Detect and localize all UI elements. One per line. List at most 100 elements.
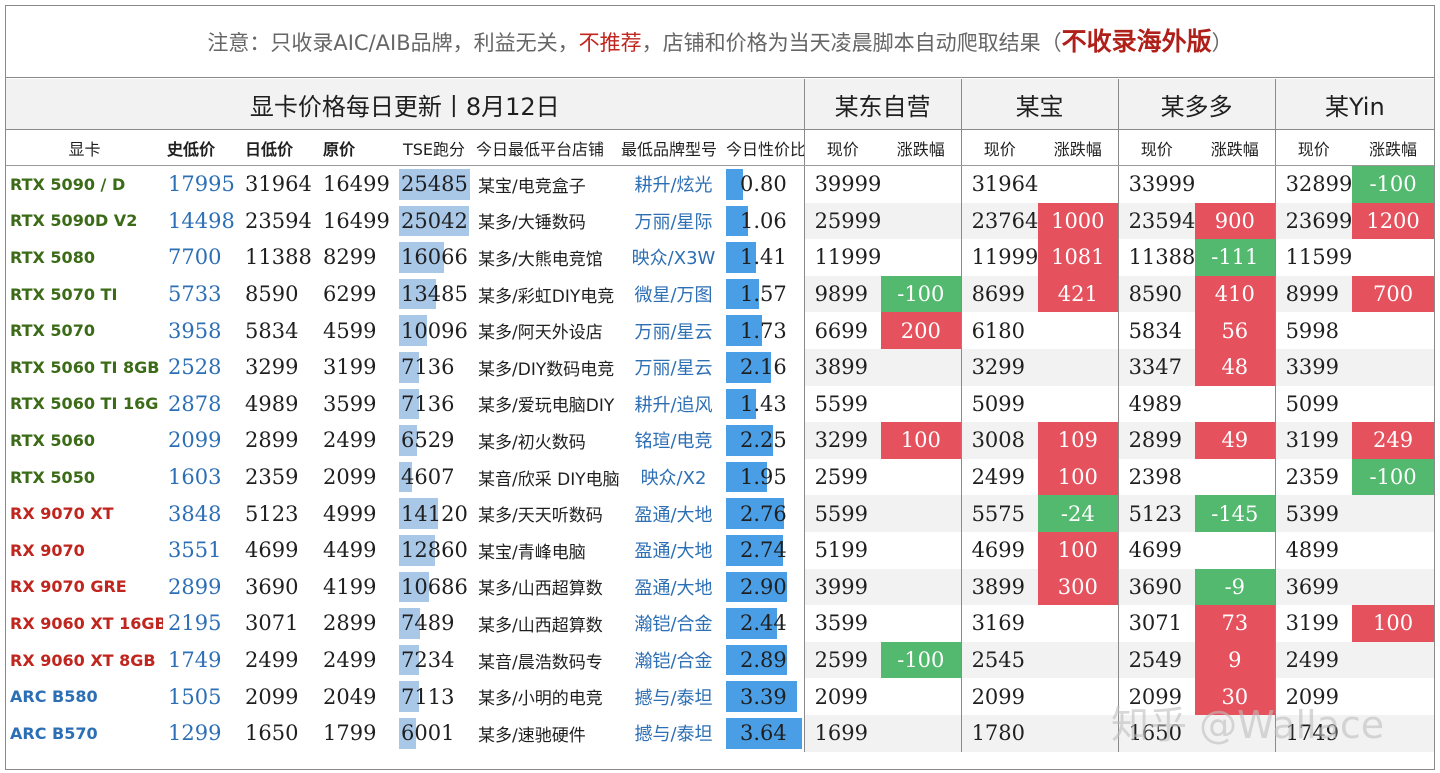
douyin-change: 700 [1352, 275, 1435, 313]
pdd-change: 49 [1195, 422, 1276, 459]
taobao-price: 6180 [960, 312, 1039, 349]
taobao-change [1038, 348, 1119, 386]
douyin-change: 249 [1352, 422, 1435, 459]
tse-score-cell: 6001 [399, 715, 474, 752]
douyin-change [1352, 532, 1434, 569]
col-tb-change: 涨跌幅 [1038, 129, 1119, 166]
sheet-title: 显卡价格每日更新丨8月12日 [6, 79, 805, 130]
jd-price: 25999 [803, 202, 882, 240]
table-row: RTX 5060 TI 8GB 2528 3299 3199 7136 某多/DIY数码电… [6, 348, 1435, 386]
original-price: 2499 [323, 428, 377, 453]
original-price: 4999 [323, 501, 377, 526]
day-low-price: 31964 [245, 172, 312, 197]
table-row: RTX 5050 1603 2359 2099 4607 某音/欣采 DIY电脑 映众/X2… [6, 458, 1435, 496]
notice-text-3: ） [1211, 31, 1233, 55]
col-jd-price: 现价 [803, 129, 882, 166]
douyin-price: 3199 [1274, 605, 1353, 642]
jd-price: 3999 [803, 568, 882, 606]
taobao-price: 3899 [960, 568, 1039, 606]
day-low-price: 3299 [245, 355, 299, 380]
jd-price: 3599 [803, 605, 882, 642]
column-header-row: 显卡 史低价 日低价 原价 TSE跑分 今日最低平台店铺 最低品牌型号 今日性价… [6, 129, 1435, 166]
gpu-name: RTX 5060 [10, 430, 95, 450]
pdd-change [1195, 166, 1275, 203]
day-low-price: 3071 [245, 611, 299, 636]
lowest-store: 某宝/电竞盒子 [478, 176, 586, 197]
col-pdd-change: 涨跌幅 [1195, 129, 1276, 166]
table-row: RX 9070 3551 4699 4499 12860 某宝/青峰电脑 盈通/大地 2.74… [6, 531, 1434, 569]
lowest-store: 某多/DIY数码电竞 [478, 359, 615, 380]
tse-score-bar [399, 681, 419, 712]
value-ratio-cell: 2.90 [726, 569, 804, 606]
tse-score-bar [399, 425, 418, 456]
col-day-low: 日低价 [241, 129, 319, 166]
col-pv: 今日性价比 [726, 129, 805, 166]
lowest-store: 某多/大锤数码 [478, 213, 586, 234]
tse-score-cell: 7489 [399, 605, 474, 642]
value-ratio-bar [726, 717, 803, 749]
tse-score-cell: 7113 [399, 678, 474, 715]
tse-score: 10686 [401, 574, 468, 599]
taobao-change [1038, 166, 1118, 203]
jd-price: 2099 [803, 678, 882, 715]
taobao-price: 23764 [960, 202, 1039, 240]
jd-change [881, 568, 962, 606]
day-low-price: 1650 [245, 721, 299, 746]
pdd-price: 2549 [1117, 641, 1196, 679]
col-tb-price: 现价 [960, 129, 1039, 166]
original-price: 2049 [323, 684, 377, 709]
day-low-price: 8590 [245, 282, 299, 307]
value-ratio: 2.90 [740, 574, 787, 599]
jd-price: 5599 [803, 385, 882, 423]
tse-score-bar [399, 644, 420, 676]
value-ratio-cell: 2.89 [726, 642, 804, 679]
value-ratio-cell: 1.41 [726, 239, 804, 276]
douyin-change [1352, 495, 1435, 532]
value-ratio-bar [726, 608, 778, 639]
douyin-price: 11599 [1274, 239, 1353, 276]
taobao-price: 11999 [960, 239, 1039, 276]
lowest-brand-model: 耕升/追风 [634, 394, 713, 416]
taobao-change [1038, 678, 1118, 715]
douyin-change: 100 [1352, 605, 1435, 642]
original-price: 4199 [323, 574, 377, 599]
jd-change [881, 495, 962, 532]
day-low-price: 2099 [245, 684, 299, 709]
taobao-change: -24 [1038, 495, 1119, 532]
douyin-change [1352, 678, 1434, 715]
tse-score-cell: 7234 [399, 642, 474, 679]
historic-low-price: 17995 [168, 172, 235, 197]
jd-change [881, 202, 962, 240]
gpu-name: RTX 5080 [10, 247, 95, 267]
day-low-price: 5834 [245, 318, 299, 343]
table-row: RX 9070 GRE 2899 3690 4199 10686 某多/山西超算数 盈通/大… [6, 568, 1435, 606]
taobao-price: 8699 [960, 275, 1039, 313]
original-price: 1799 [323, 721, 377, 746]
tse-score: 6001 [401, 721, 455, 746]
douyin-price: 3699 [1274, 568, 1353, 606]
historic-low-price: 2195 [168, 611, 222, 636]
douyin-change [1352, 568, 1435, 606]
pdd-price: 11388 [1117, 239, 1196, 276]
tse-score-bar [399, 608, 420, 639]
value-ratio-bar [726, 388, 756, 420]
jd-change [881, 166, 961, 203]
jd-price: 11999 [803, 239, 882, 276]
lowest-brand-model: 瀚铠/合金 [634, 651, 713, 673]
value-ratio-cell: 2.25 [726, 422, 804, 459]
douyin-price: 4899 [1274, 531, 1353, 569]
lowest-brand-model: 铭瑄/电竞 [634, 431, 713, 453]
notice-banner: 注意：只收录AIC/AIB品牌，利益无关，不推荐，店铺和价格为当天凌晨脚本自动爬… [6, 6, 1434, 78]
value-ratio: 2.44 [740, 611, 787, 636]
value-ratio-bar [726, 534, 784, 566]
taobao-change: 300 [1038, 568, 1119, 606]
table-row: RX 9060 XT 8GB 1749 2499 2499 7234 某音/晨浩数码专 瀚铠… [6, 641, 1435, 679]
douyin-price: 5998 [1274, 312, 1353, 349]
value-ratio: 2.16 [740, 355, 787, 380]
pdd-price: 4989 [1117, 385, 1196, 423]
jd-price: 2599 [803, 641, 882, 679]
table-row: RTX 5080 7700 11388 8299 16066 某多/大熊电竞馆 映众/X3W… [6, 239, 1434, 276]
value-ratio: 1.95 [740, 465, 787, 490]
jd-price: 5599 [803, 495, 882, 532]
douyin-price: 8999 [1274, 275, 1353, 313]
